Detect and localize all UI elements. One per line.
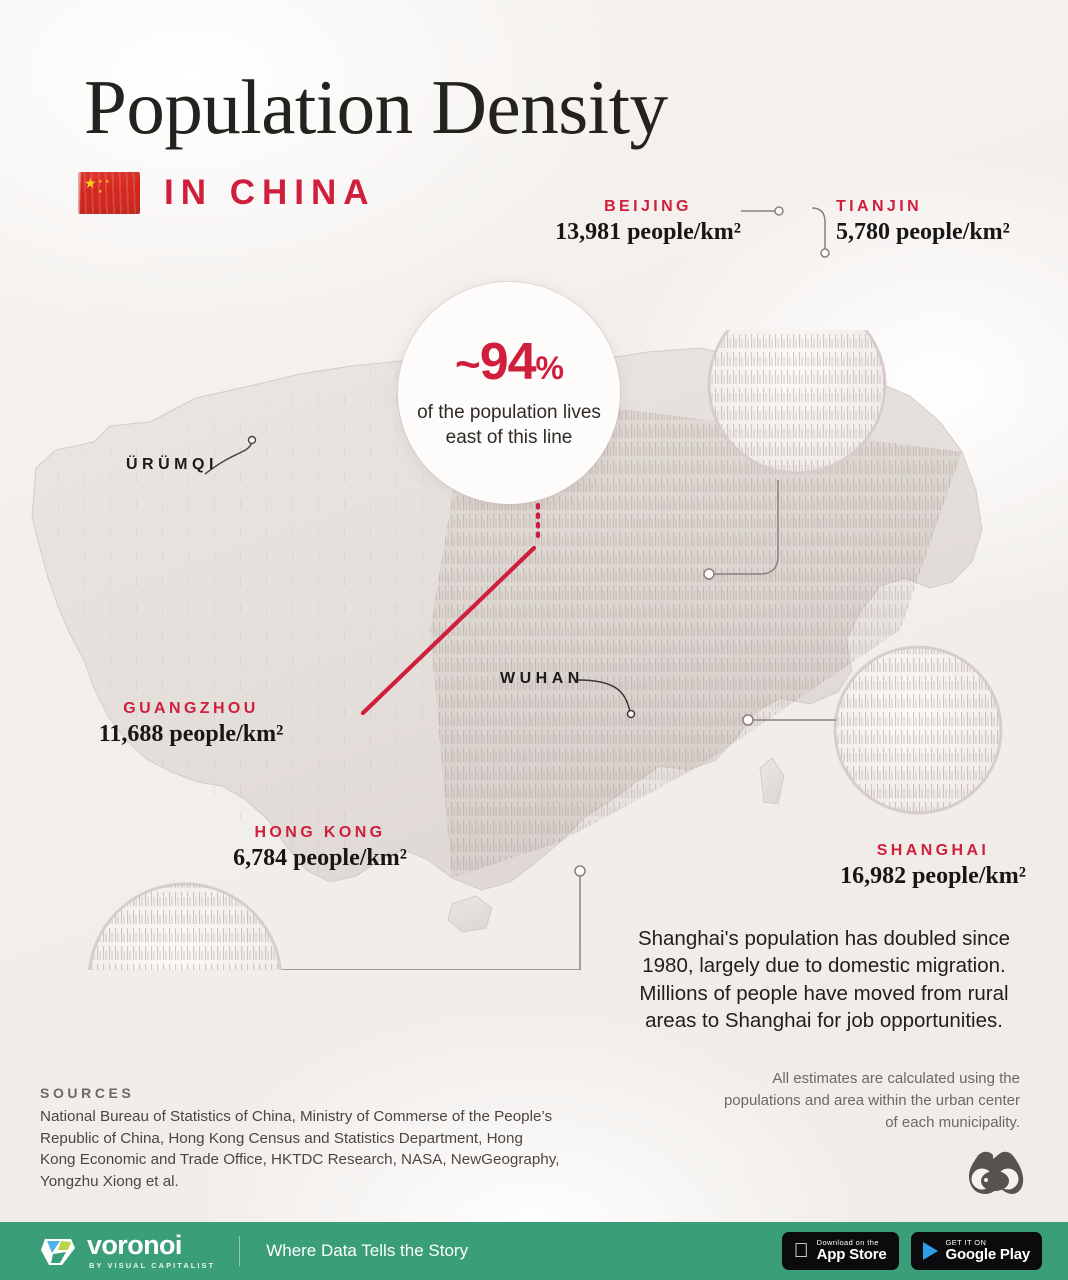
voronoi-brand: voronoi xyxy=(87,1230,182,1261)
footer-tagline: Where Data Tells the Story xyxy=(266,1241,469,1260)
estimates-note: All estimates are calculated using the p… xyxy=(723,1070,1020,1131)
footer-bar: voronoi BY VISUAL CAPITALIST Where Data … xyxy=(0,1222,1068,1280)
callout-hong-kong-value: 6,784 people/km² xyxy=(233,845,407,871)
sources-block: SOURCES National Bureau of Statistics of… xyxy=(40,1085,560,1192)
callout-tianjin-value: 5,780 people/km² xyxy=(836,219,1010,245)
inset-hong-kong xyxy=(88,882,282,970)
voronoi-brand-sub: BY VISUAL CAPITALIST xyxy=(89,1261,216,1271)
store-badges:  Download on the App Store GET IT ON Go… xyxy=(781,1232,1042,1270)
subtitle-row: IN CHINA xyxy=(78,172,376,214)
callout-hong-kong: HONG KONG 6,784 people/km² xyxy=(232,824,408,872)
callout-beijing: BEIJING 13,981 people/km² xyxy=(548,198,748,246)
app-store-small: Download on the xyxy=(816,1237,879,1247)
google-play-badge[interactable]: GET IT ON Google Play xyxy=(910,1232,1042,1270)
marker-label-wuhan: WUHAN xyxy=(500,670,584,687)
inset-shanghai xyxy=(833,645,1003,815)
app-store-big: App Store xyxy=(816,1245,887,1263)
callout-guangzhou: GUANGZHOU 11,688 people/km² xyxy=(58,700,324,748)
bubble-caption: of the population lives east of this lin… xyxy=(417,402,601,448)
callout-shanghai-value: 16,982 people/km² xyxy=(840,863,1026,889)
bubble-tilde: ~ xyxy=(455,340,481,390)
apple-icon:  xyxy=(794,1241,809,1261)
callout-beijing-name: BEIJING xyxy=(604,198,692,215)
page-title: Population Density xyxy=(84,64,668,150)
heihe-tengchong-line xyxy=(360,497,541,716)
page-subtitle: IN CHINA xyxy=(164,173,376,212)
sources-heading: SOURCES xyxy=(40,1085,135,1101)
inset-beijing-tianjin xyxy=(707,330,887,475)
google-play-icon xyxy=(922,1242,938,1260)
china-landmass xyxy=(31,347,983,933)
callout-tianjin-name: TIANJIN xyxy=(836,198,923,215)
visual-capitalist-logo-icon xyxy=(969,1151,1024,1194)
density-spikes xyxy=(156,440,904,832)
marker-label-urumqi: ÜRÜMQI xyxy=(126,456,218,473)
callout-guangzhou-value: 11,688 people/km² xyxy=(98,721,284,747)
callout-shanghai-name: SHANGHAI xyxy=(876,842,990,859)
footer-divider xyxy=(239,1236,241,1266)
callout-guangzhou-name: GUANGZHOU xyxy=(123,700,259,717)
bubble-symbol: % xyxy=(535,350,564,387)
shanghai-note: Shanghai's population has doubled since … xyxy=(637,927,1011,1032)
bubble-percentage: ~94% xyxy=(455,333,564,392)
callout-beijing-value: 13,981 people/km² xyxy=(555,219,741,245)
china-density-map xyxy=(0,330,1068,970)
voronoi-mark-icon xyxy=(41,1239,75,1265)
china-flag-icon xyxy=(78,172,140,214)
sources-text: National Bureau of Statistics of China, … xyxy=(40,1108,560,1190)
voronoi-logo[interactable]: voronoi BY VISUAL CAPITALIST xyxy=(38,1230,216,1271)
map-svg xyxy=(31,330,1003,970)
callout-shanghai: SHANGHAI 16,982 people/km² xyxy=(808,842,1058,890)
leader-lines xyxy=(204,435,836,970)
callout-hong-kong-name: HONG KONG xyxy=(254,824,386,841)
google-play-big: Google Play xyxy=(945,1245,1031,1263)
app-store-badge[interactable]:  Download on the App Store xyxy=(781,1232,899,1270)
google-play-small: GET IT ON xyxy=(945,1237,987,1247)
callout-tianjin: TIANJIN 5,780 people/km² xyxy=(836,198,1010,246)
population-east-bubble: ~94% of the population lives east of thi… xyxy=(398,282,620,504)
bubble-value: 94 xyxy=(479,333,537,392)
